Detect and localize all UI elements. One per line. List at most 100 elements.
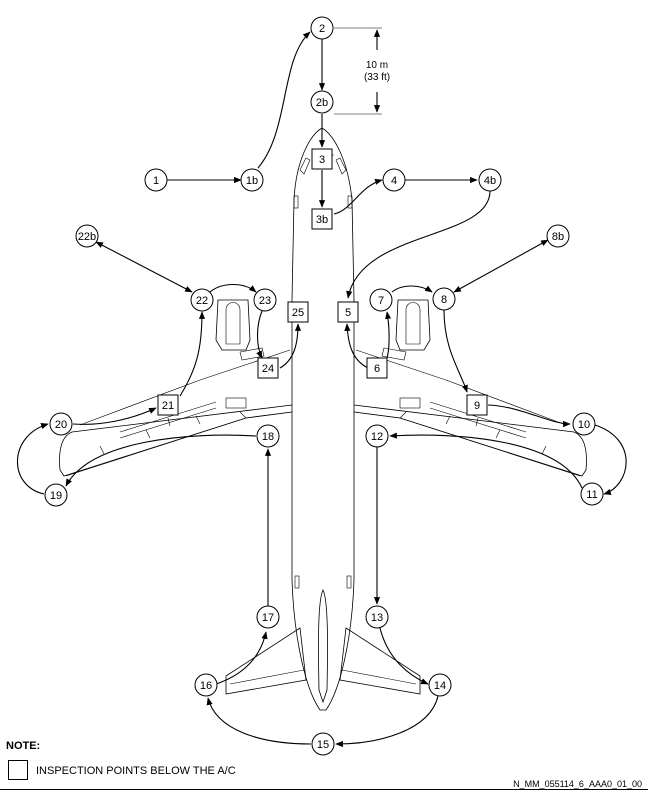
svg-text:7: 7 bbox=[378, 295, 384, 307]
left-elevator bbox=[229, 669, 305, 685]
route-14-15 bbox=[335, 695, 439, 748]
route-21-22 bbox=[179, 311, 206, 397]
below-point-21[interactable]: 21 bbox=[157, 394, 179, 416]
bottom-rule bbox=[0, 789, 648, 790]
route-16-17 bbox=[215, 631, 268, 685]
door-aft-left bbox=[294, 575, 300, 589]
point-19[interactable]: 19 bbox=[44, 483, 68, 507]
right-pylon bbox=[381, 347, 407, 361]
below-point-24[interactable]: 24 bbox=[257, 357, 279, 379]
route-15-16 bbox=[206, 697, 312, 745]
figure-reference: N_MM_055114_6_AAA0_01_00 bbox=[513, 779, 642, 789]
point-8b[interactable]: 8b bbox=[546, 224, 570, 248]
route-10-11 bbox=[594, 424, 627, 495]
svg-text:3: 3 bbox=[319, 154, 325, 166]
point-14[interactable]: 14 bbox=[428, 673, 452, 697]
point-23[interactable]: 23 bbox=[253, 288, 277, 312]
svg-text:23: 23 bbox=[259, 295, 271, 307]
below-point-9[interactable]: 9 bbox=[466, 394, 488, 416]
svg-text:4: 4 bbox=[391, 175, 397, 187]
point-11[interactable]: 11 bbox=[580, 482, 604, 506]
below-point-6[interactable]: 6 bbox=[366, 357, 388, 379]
dimension-metric: 10 m bbox=[366, 60, 388, 71]
point-10[interactable]: 10 bbox=[572, 412, 596, 436]
point-17[interactable]: 17 bbox=[256, 605, 280, 629]
route-6-7 bbox=[385, 311, 392, 363]
svg-text:25: 25 bbox=[292, 307, 304, 319]
svg-text:18: 18 bbox=[262, 431, 274, 443]
point-1[interactable]: 1 bbox=[144, 168, 168, 192]
door-fwd-left bbox=[293, 195, 299, 209]
route-1b-2 bbox=[257, 31, 311, 169]
svg-text:17: 17 bbox=[262, 612, 274, 624]
route-3b-4 bbox=[333, 178, 383, 215]
point-7[interactable]: 7 bbox=[369, 288, 393, 312]
point-20[interactable]: 20 bbox=[49, 412, 73, 436]
route-22-23 bbox=[209, 283, 257, 293]
left-pylon bbox=[239, 347, 265, 361]
route-20-21 bbox=[72, 407, 157, 425]
below-point-25[interactable]: 25 bbox=[287, 301, 309, 323]
left-horizontal-stabilizer bbox=[225, 627, 307, 695]
route-13-14 bbox=[379, 627, 429, 685]
route-6-5 bbox=[344, 323, 369, 369]
note-title: NOTE: bbox=[6, 740, 41, 752]
cockpit-window-left bbox=[299, 157, 311, 175]
right-wing bbox=[353, 404, 587, 477]
left-wing-slats bbox=[119, 401, 217, 439]
svg-text:6: 6 bbox=[374, 363, 380, 375]
point-2[interactable]: 2 bbox=[310, 16, 334, 40]
point-18[interactable]: 18 bbox=[256, 424, 280, 448]
point-12[interactable]: 12 bbox=[365, 424, 389, 448]
below-point-3[interactable]: 3 bbox=[311, 148, 333, 170]
point-4b[interactable]: 4b bbox=[478, 168, 502, 192]
route-18-19 bbox=[65, 434, 257, 487]
route-19-20 bbox=[16, 423, 49, 495]
cockpit-window-right bbox=[335, 157, 347, 175]
svg-text:22b: 22b bbox=[78, 231, 96, 243]
right-horizontal-stabilizer bbox=[339, 627, 421, 695]
left-wing-root-fairing bbox=[225, 397, 247, 409]
route-9-10 bbox=[487, 404, 571, 428]
svg-text:8b: 8b bbox=[552, 231, 564, 243]
point-22[interactable]: 22 bbox=[190, 288, 214, 312]
inspection-route bbox=[16, 31, 627, 748]
point-22b[interactable]: 22b bbox=[75, 224, 99, 248]
vertical-fin bbox=[318, 589, 328, 704]
svg-text:8: 8 bbox=[441, 294, 447, 306]
left-wing-flaps bbox=[65, 411, 293, 477]
svg-text:19: 19 bbox=[50, 490, 62, 502]
svg-text:1b: 1b bbox=[246, 175, 258, 187]
right-wing-root-fairing bbox=[399, 397, 421, 409]
point-1b[interactable]: 1b bbox=[240, 168, 264, 192]
svg-text:10: 10 bbox=[578, 419, 590, 431]
right-engine-inlet bbox=[405, 302, 421, 345]
point-16[interactable]: 16 bbox=[194, 673, 218, 697]
svg-text:11: 11 bbox=[586, 489, 597, 501]
route-4b-5 bbox=[346, 190, 491, 299]
point-13[interactable]: 13 bbox=[365, 605, 389, 629]
route-24-25 bbox=[279, 323, 302, 369]
route-8-8b bbox=[453, 239, 549, 293]
svg-text:5: 5 bbox=[345, 307, 351, 319]
svg-text:16: 16 bbox=[200, 680, 212, 692]
svg-text:24: 24 bbox=[262, 363, 274, 375]
legend-square-symbol bbox=[8, 760, 28, 780]
point-2b[interactable]: 2b bbox=[310, 90, 334, 114]
svg-text:2b: 2b bbox=[316, 97, 328, 109]
point-8[interactable]: 8 bbox=[432, 287, 456, 311]
right-wing-flaps bbox=[353, 411, 581, 477]
left-engine-inlet bbox=[225, 302, 241, 345]
right-engine bbox=[395, 299, 431, 351]
point-4[interactable]: 4 bbox=[382, 168, 406, 192]
below-point-3b[interactable]: 3b bbox=[311, 208, 333, 230]
below-point-5[interactable]: 5 bbox=[337, 301, 359, 323]
dimension-imperial: (33 ft) bbox=[364, 72, 390, 83]
svg-text:9: 9 bbox=[474, 400, 480, 412]
legend-text: INSPECTION POINTS BELOW THE A/C bbox=[36, 765, 236, 777]
point-15[interactable]: 15 bbox=[311, 732, 335, 756]
svg-text:14: 14 bbox=[434, 680, 446, 692]
svg-text:21: 21 bbox=[162, 400, 174, 412]
route-22-22b bbox=[95, 241, 193, 293]
svg-text:3b: 3b bbox=[316, 214, 328, 226]
